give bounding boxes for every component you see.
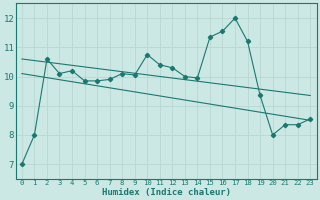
X-axis label: Humidex (Indice chaleur): Humidex (Indice chaleur) bbox=[101, 188, 231, 197]
